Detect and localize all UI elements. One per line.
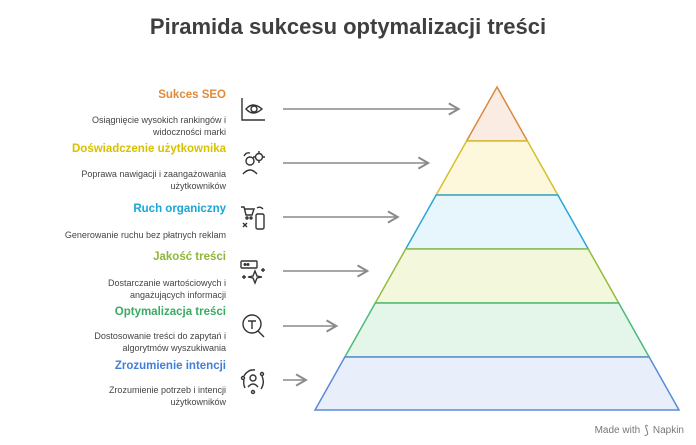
page-title: Piramida sukcesu optymalizacji treści xyxy=(149,14,547,39)
level-label-1: Sukces SEO xyxy=(158,89,226,101)
level-description-4: Dostarczanie wartościowych i angażujących… xyxy=(16,277,226,301)
description-line: Osiągnięcie wysokich rankingów i xyxy=(91,115,226,125)
description-line: użytkowników xyxy=(170,397,226,407)
description-line: Zrozumienie potrzeb i intencji xyxy=(108,385,226,395)
pyramid-tier-3 xyxy=(404,194,590,250)
level-label-6: Zrozumienie intencji xyxy=(114,360,226,372)
eye-chart-icon xyxy=(238,94,268,124)
description-line: Dostosowanie treści do zapytań i xyxy=(94,331,226,341)
level-description-5: Dostosowanie treści do zapytań i algorytm… xyxy=(16,330,226,354)
level-description-6: Zrozumienie potrzeb i intencji użytkownik… xyxy=(16,384,226,408)
level-description-1: Osiągnięcie wysokich rankingów i widoczno… xyxy=(16,114,226,138)
napkin-watermark: Made with ⟆ Napkin xyxy=(595,423,684,437)
brand-name: Napkin xyxy=(652,424,684,436)
pyramid-tier-1 xyxy=(465,85,529,142)
magnifier-text-icon xyxy=(238,311,268,341)
brand-prefix: Made with xyxy=(594,424,641,436)
level-label-3: Ruch organiczny xyxy=(133,203,226,215)
level-label-5: Optymalizacja treści xyxy=(114,306,226,318)
description-line: widoczności marki xyxy=(152,127,226,137)
description-line: angażujących informacji xyxy=(129,290,226,300)
user-gear-icon xyxy=(238,148,268,178)
level-label-4: Jakość treści xyxy=(153,251,226,263)
level-label-2: Doświadczenie użytkownika xyxy=(71,143,226,155)
cart-phone-icon xyxy=(238,203,268,233)
description-line: użytkowników xyxy=(170,181,226,191)
pyramid-tier-5 xyxy=(343,302,651,358)
pyramid-tier-2 xyxy=(434,140,560,196)
pyramid-tier-4 xyxy=(374,248,620,304)
description-line: algorytmów wyszukiwania xyxy=(122,343,226,353)
level-description-3: Generowanie ruchu bez płatnych reklam xyxy=(16,229,226,241)
sparkle-window-icon xyxy=(238,257,268,287)
user-cycle-icon xyxy=(238,366,268,396)
description-line: Dostarczanie wartościowych i xyxy=(107,278,226,288)
napkin-logo-icon: ⟆ xyxy=(644,423,649,437)
pyramid-tier-6 xyxy=(313,356,681,411)
description-line: Poprawa nawigacji i zaangażowania xyxy=(81,169,226,179)
level-description-2: Poprawa nawigacji i zaangażowania użytkow… xyxy=(16,168,226,192)
description-line: Generowanie ruchu bez płatnych reklam xyxy=(64,230,226,240)
